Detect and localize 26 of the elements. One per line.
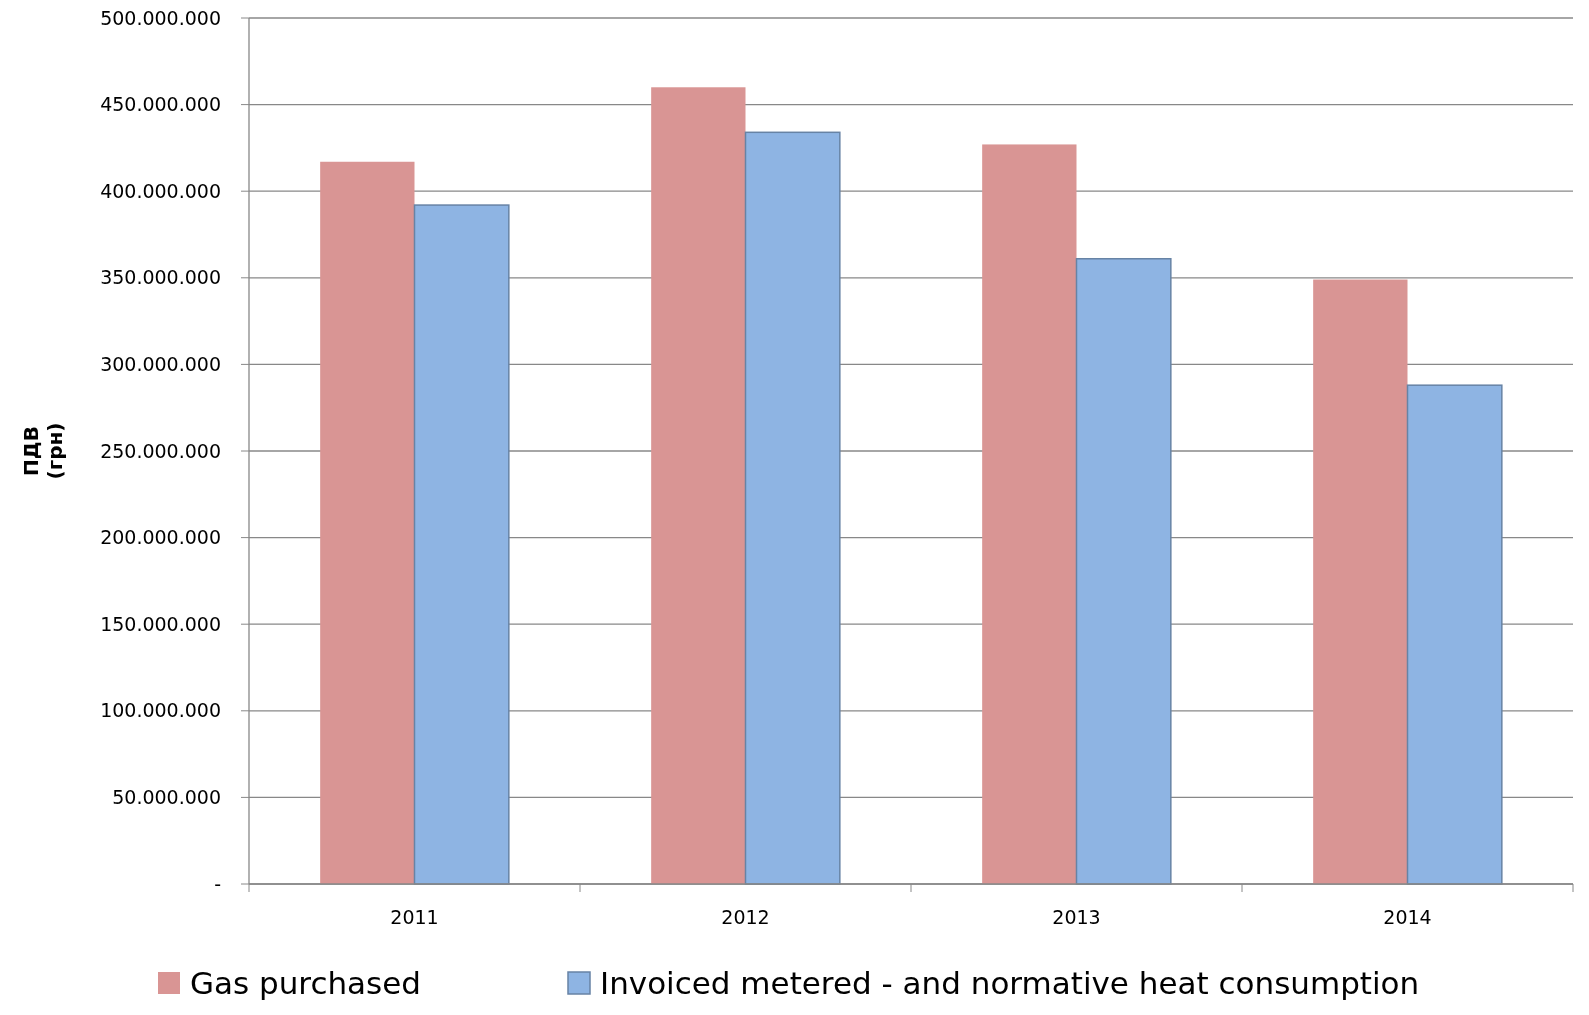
bar — [1075, 258, 1172, 885]
y-tick-label: 150.000.000 — [100, 612, 221, 635]
x-tick-label: 2013 — [1052, 906, 1101, 928]
bar — [320, 161, 415, 884]
bar — [651, 87, 746, 884]
y-tick-label: 100.000.000 — [100, 699, 221, 722]
y-tick-label: 300.000.000 — [100, 353, 221, 376]
y-tick-label: 400.000.000 — [100, 179, 221, 202]
x-tick-label: 2011 — [390, 906, 439, 928]
y-tick-label: 200.000.000 — [100, 526, 221, 549]
y-axis-title: ПДВ (грн) — [19, 422, 67, 480]
bar — [413, 204, 510, 885]
x-tick-label: 2014 — [1383, 906, 1432, 928]
y-tick-label: 350.000.000 — [100, 266, 221, 289]
bar — [982, 144, 1077, 884]
bar — [1406, 384, 1503, 885]
x-tick-label: 2012 — [721, 906, 770, 928]
bar — [1313, 279, 1408, 884]
y-tick-label: - — [214, 872, 221, 895]
y-tick-label: 450.000.000 — [100, 93, 221, 116]
y-tick-label: 50.000.000 — [112, 786, 221, 809]
bar — [744, 131, 841, 885]
y-tick-label: 500.000.000 — [100, 6, 221, 29]
legend-label: Gas purchased — [190, 964, 422, 1001]
legend-label: Invoiced metered - and normative heat consumption — [600, 964, 1420, 1001]
y-tick-label: 250.000.000 — [100, 439, 221, 462]
